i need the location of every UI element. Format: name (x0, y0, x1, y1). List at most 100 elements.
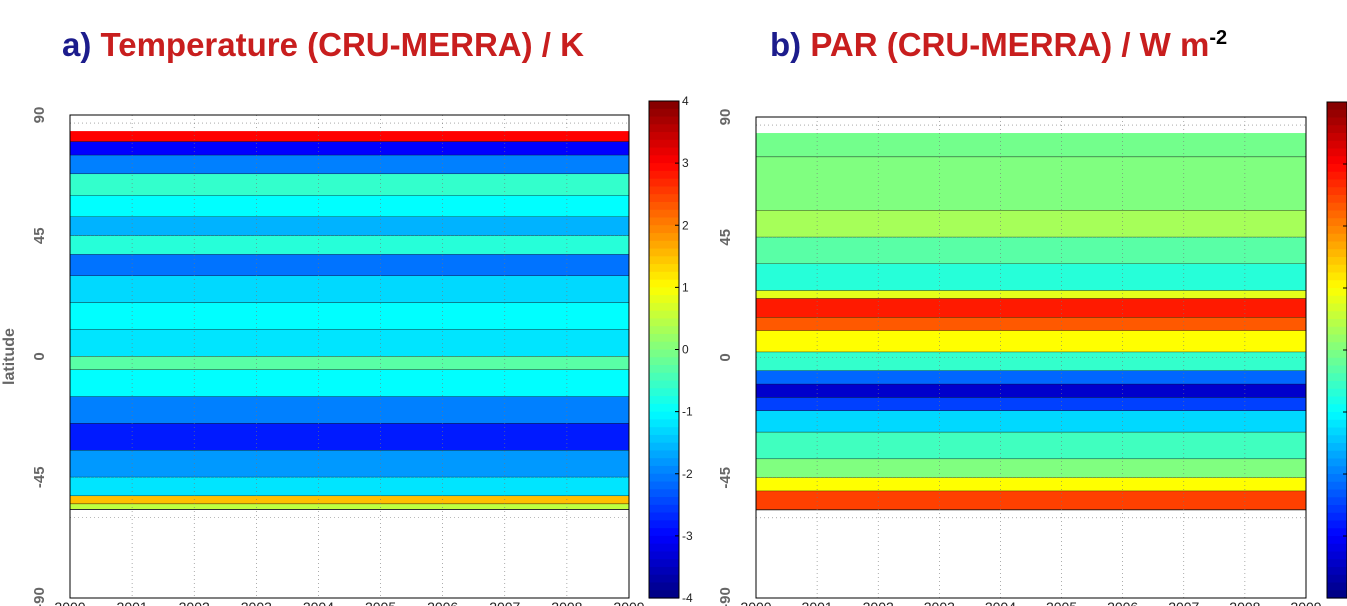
colorbar-segment (1327, 512, 1347, 522)
latitude-band (70, 450, 629, 478)
colorbar-segment (649, 209, 679, 219)
colorbar-segment (649, 582, 679, 591)
colorbar-segment (1327, 148, 1347, 157)
colorbar-tick-label: 0 (682, 343, 689, 357)
colorbar-segment (649, 559, 679, 568)
colorbar-segment (649, 225, 679, 234)
latitude-band (756, 290, 1306, 299)
panel-b-title-superscript: -2 (1209, 27, 1228, 49)
latitude-band (70, 396, 629, 424)
colorbar-segment (649, 465, 679, 475)
colorbar-segment (1327, 427, 1347, 436)
colorbar-segment (649, 271, 679, 281)
colorbar-segment (649, 132, 679, 141)
colorbar-segment (1327, 551, 1347, 560)
latitude-band (70, 235, 629, 255)
colorbar-segment (649, 520, 679, 529)
colorbar-segment (1327, 497, 1347, 506)
colorbar-segment (1327, 125, 1347, 134)
latitude-band (70, 155, 629, 175)
colorbar-segment (649, 194, 679, 203)
colorbar-segment (1327, 419, 1347, 429)
colorbar-segment (1327, 443, 1347, 452)
x-tick-label: 2005 (365, 599, 396, 606)
colorbar-segment (649, 147, 679, 156)
colorbar-segment (649, 248, 679, 257)
colorbar-segment (1327, 574, 1347, 584)
colorbar-segment (649, 170, 679, 180)
colorbar-segment (649, 380, 679, 389)
x-tick-label: 2006 (427, 599, 458, 606)
colorbar-segment (649, 240, 679, 250)
plot-frame (755, 116, 1307, 599)
latitude-band (70, 276, 629, 303)
colorbar-segment (1327, 435, 1347, 444)
colorbar-segment (1327, 373, 1347, 382)
latitude-band (756, 317, 1306, 331)
colorbar-segment (1327, 528, 1347, 537)
y-tick-label: -45 (717, 467, 734, 489)
latitude-band (70, 504, 629, 510)
latitude-band (756, 432, 1306, 460)
colorbar-segment (1327, 450, 1347, 460)
plot-frame (69, 114, 630, 599)
colorbar-segment (649, 341, 679, 351)
colorbar-segment (1327, 164, 1347, 173)
colorbar-segment (649, 372, 679, 382)
colorbar-segment (1327, 295, 1347, 305)
colorbar-segment (1327, 466, 1347, 475)
colorbar-segment (1327, 195, 1347, 204)
colorbar-segment (1327, 559, 1347, 568)
x-tick-label: 2003 (241, 599, 272, 606)
colorbar-segment (649, 101, 679, 110)
colorbar-frame (1326, 101, 1347, 599)
colorbar-segment (649, 108, 679, 118)
latitude-band (70, 254, 629, 276)
latitude-band (70, 369, 629, 397)
colorbar-segment (1327, 381, 1347, 390)
colorbar-segment (649, 481, 679, 490)
colorbar-segment (649, 396, 679, 405)
x-tick-label: 2001 (117, 599, 148, 606)
latitude-band (756, 352, 1306, 371)
y-tick-label: 45 (717, 229, 734, 246)
colorbar-segment (1327, 536, 1347, 545)
latitude-band (70, 302, 629, 330)
colorbar-segment (1327, 404, 1347, 413)
heatmap-panel-b: 90 45 0 -45 -90 2000 2001 2002 2003 2004 2005 2006 2… (717, 101, 1347, 606)
colorbar-segment (649, 264, 679, 273)
colorbar-segment (649, 528, 679, 537)
colorbar-segment (1327, 458, 1347, 467)
latitude-band (70, 423, 629, 451)
colorbar-segment (1327, 481, 1347, 491)
x-tick-label: 2006 (1107, 599, 1138, 606)
colorbar-segment (1327, 218, 1347, 227)
colorbar-segment (649, 333, 679, 343)
heatmap-panel-a: 90 45 0 -45 -90 2000 2001 2002 2003 2004 2005 2006 2… (1, 94, 693, 606)
colorbar-tick-label: 4 (682, 94, 689, 108)
colorbar-segment (1327, 319, 1347, 328)
colorbar-segment (649, 279, 679, 288)
colorbar-segment (1327, 590, 1347, 599)
colorbar-segment (649, 326, 679, 335)
colorbar-tick-label: -3 (682, 529, 693, 543)
colorbar-segment (649, 310, 679, 320)
colorbar-segment (1327, 388, 1347, 398)
colorbar-segment (649, 357, 679, 366)
x-tick-label: 2004 (985, 599, 1016, 606)
latitude-band (756, 237, 1306, 264)
colorbar-segment (1327, 303, 1347, 312)
latitude-band (70, 131, 629, 142)
latitude-band (70, 477, 629, 497)
colorbar-segment (1327, 140, 1347, 150)
colorbar-segment (1327, 582, 1347, 591)
colorbar-segment (1327, 264, 1347, 274)
x-tick-label: 2007 (489, 599, 520, 606)
latitude-band (756, 410, 1306, 433)
colorbar-tick-label: -1 (682, 405, 693, 419)
colorbar-segment (649, 178, 679, 188)
x-tick-label: 2002 (863, 599, 894, 606)
colorbar-segment (1327, 474, 1347, 483)
colorbar-segment (1327, 117, 1347, 126)
